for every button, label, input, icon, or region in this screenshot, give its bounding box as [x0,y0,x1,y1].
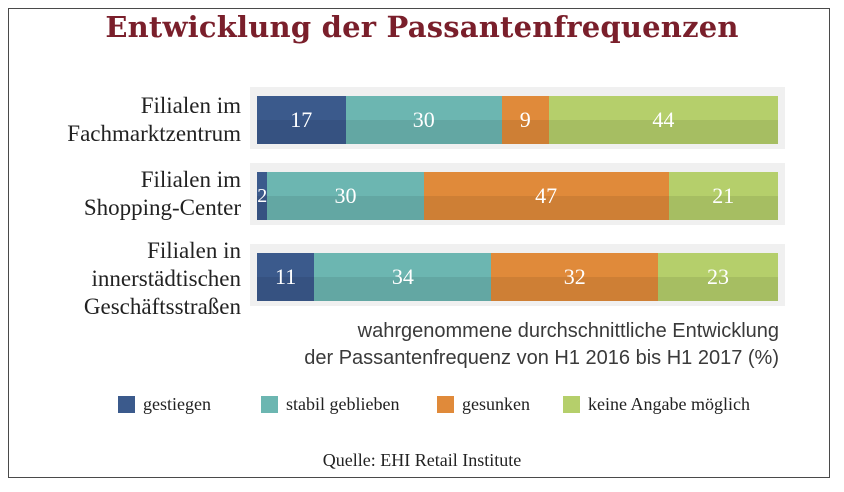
bar-segment-keine-angabe-möglich: 23 [658,253,778,301]
legend-label: keine Angabe möglich [588,394,750,414]
legend: gestiegen stabil geblieben gesunken keine A… [0,394,844,420]
category-label: Filialen in innerstädtischen Geschäftsst… [83,238,241,319]
bar-segment-gestiegen: 17 [257,96,346,144]
x-axis-label: wahrgenommene durchschnittliche Entwickl… [304,320,779,369]
legend-swatch [261,396,278,413]
chart-frame [8,8,830,478]
data-label: 17 [290,107,313,132]
data-label: 9 [519,107,531,132]
bar-segment-stabil-geblieben: 30 [345,96,502,144]
data-label: 32 [563,264,586,289]
legend-swatch [563,396,580,413]
bar-segment-gesunken: 9 [501,96,549,144]
legend-swatch [118,396,135,413]
bar-segment-stabil-geblieben: 30 [267,172,424,220]
bar-segment-keine-angabe-möglich: 21 [668,172,778,220]
bar-segment-gesunken: 32 [491,253,659,301]
data-label: 44 [652,107,675,132]
data-label: 11 [275,264,297,289]
category-label: Filialen im Shopping-Center [83,167,241,220]
legend-item: keine Angabe möglich [563,394,750,415]
bar-segment-stabil-geblieben: 34 [314,253,492,301]
legend-swatch [437,396,454,413]
legend-label: gesunken [462,394,530,414]
chart-title: Entwicklung der Passantenfrequenzen [105,10,739,44]
stacked-bar: 2 30 47 21 [257,172,778,220]
data-label: 47 [535,183,558,208]
category-label: Filialen im Fachmarktzentrum [67,93,241,146]
data-label: 34 [391,264,414,289]
legend-item: gestiegen [118,394,211,415]
legend-label: gestiegen [143,394,211,414]
data-label: 23 [707,264,730,289]
bar-segment-gestiegen: 2 [257,172,268,220]
source-note: Quelle: EHI Retail Institute [322,450,522,470]
legend-item: gesunken [437,394,530,415]
legend-label: stabil geblieben [286,394,400,414]
data-label: 30 [334,183,357,208]
stacked-bar: 17 30 9 44 [257,96,778,144]
bar-segment-gesunken: 47 [423,172,669,220]
bar-segment-keine-angabe-möglich: 44 [548,96,778,144]
bar-segment-gestiegen: 11 [257,253,315,301]
data-label: 30 [412,107,435,132]
legend-item: stabil geblieben [261,394,399,415]
stacked-bar: 11 34 32 23 [257,253,778,301]
data-label: 2 [257,184,268,207]
data-label: 21 [712,183,735,208]
